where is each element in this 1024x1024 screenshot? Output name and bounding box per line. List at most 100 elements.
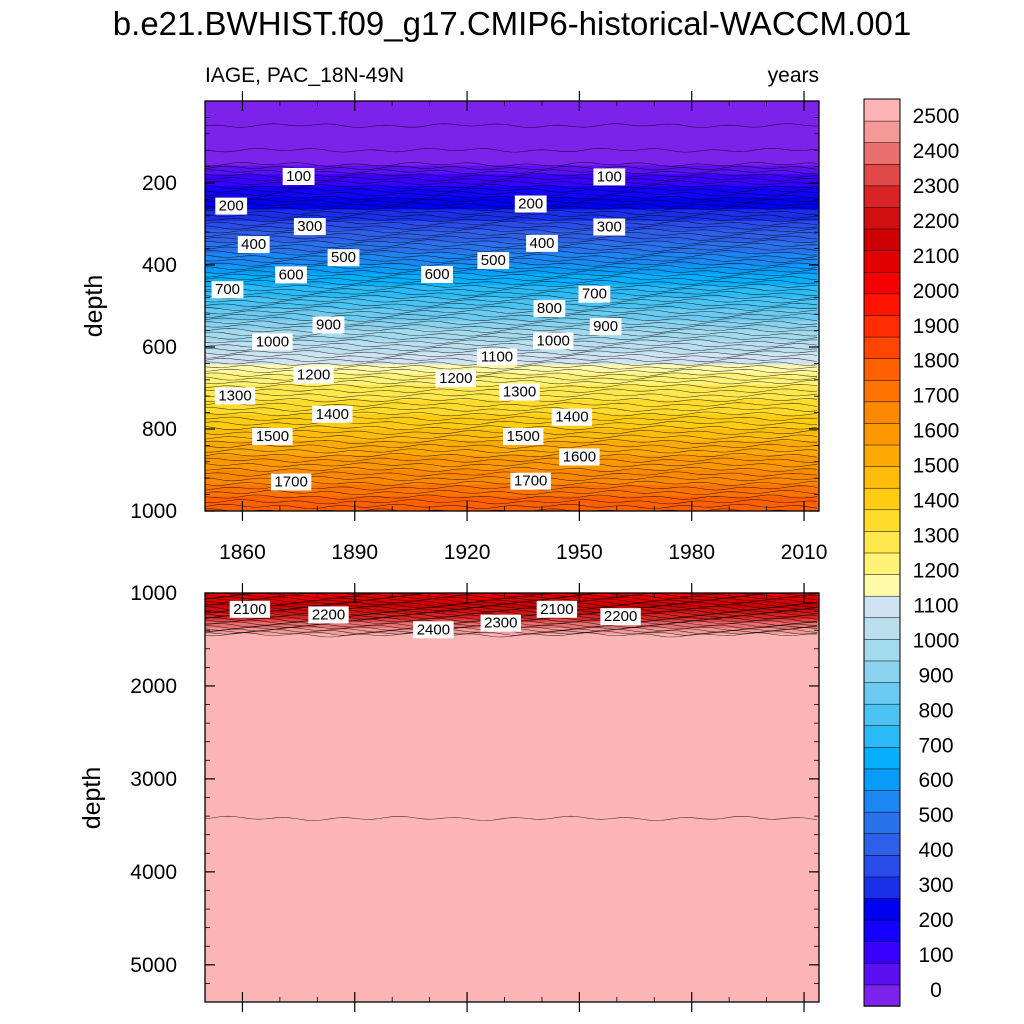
field-strip xyxy=(205,733,819,737)
field-strip xyxy=(205,663,819,667)
upper-ylabel: depth xyxy=(80,275,108,338)
field-strip xyxy=(205,800,819,805)
contour-label-text: 100 xyxy=(286,168,311,185)
field-strip xyxy=(205,297,819,301)
field-strip xyxy=(205,244,819,249)
colorbar-label: 1600 xyxy=(913,420,960,443)
field-strip xyxy=(205,955,819,959)
contour-line xyxy=(205,331,818,337)
field-strip xyxy=(205,826,819,831)
contour-line xyxy=(205,250,818,256)
field-strip xyxy=(205,112,819,117)
contour-line xyxy=(205,195,818,200)
field-strip xyxy=(205,191,819,196)
contour-line xyxy=(205,494,818,500)
field-strip xyxy=(205,364,819,369)
field-strip xyxy=(205,832,819,837)
contour-line xyxy=(205,287,818,293)
contour-line xyxy=(205,213,818,219)
contour-label: 200 xyxy=(215,197,248,215)
colorbar-label: 1900 xyxy=(913,315,960,338)
field-strip xyxy=(205,721,819,726)
x-tick-label: 1860 xyxy=(219,541,266,564)
contour-line xyxy=(205,148,818,153)
contour-label-text: 100 xyxy=(597,168,622,185)
field-strip xyxy=(205,841,819,846)
upper-axes: 200 400 600 800 1000 1860 1890 1920 1950 1980 2010 xyxy=(130,91,827,564)
field-strip xyxy=(205,651,819,656)
field-strip xyxy=(205,235,819,240)
contour-label: 1300 xyxy=(499,383,540,401)
contour-label: 2300 xyxy=(480,614,521,632)
x-tick-label: 2010 xyxy=(781,541,828,564)
contour-label: 400 xyxy=(526,234,558,252)
field-strip xyxy=(205,961,819,965)
contour-label: 300 xyxy=(593,218,626,236)
colorbar-label: 2500 xyxy=(913,105,960,128)
contour-line xyxy=(205,596,818,601)
field-strip xyxy=(205,911,819,916)
contour-label: 500 xyxy=(327,249,360,267)
field-strip xyxy=(205,308,819,313)
contour-label-text: 1000 xyxy=(256,333,289,350)
contour-line xyxy=(205,298,818,304)
contour-label: 1100 xyxy=(476,348,518,366)
field-strip xyxy=(205,288,819,293)
field-strip xyxy=(205,648,819,653)
field-strip xyxy=(205,864,819,869)
colorbar-box xyxy=(863,465,901,489)
field-strip xyxy=(205,999,819,1002)
colorbar-label: 1500 xyxy=(913,455,960,478)
contour-label: 600 xyxy=(275,266,307,284)
field-strip xyxy=(205,604,819,609)
y-tick-label: 1000 xyxy=(130,500,177,523)
field-strip xyxy=(205,188,819,193)
field-strip xyxy=(205,660,819,664)
field-strip xyxy=(205,902,819,907)
colorbar-label: 300 xyxy=(918,874,953,897)
colorbar-box xyxy=(863,141,901,165)
contour-label: 2200 xyxy=(600,608,641,626)
contour-line xyxy=(205,202,818,208)
contour-line xyxy=(205,402,818,407)
contour-label-text: 400 xyxy=(241,236,266,253)
field-strip xyxy=(205,683,819,688)
field-strip xyxy=(205,323,819,328)
colorbar-box xyxy=(863,293,901,316)
contour-line xyxy=(205,600,818,605)
field-strip xyxy=(205,788,819,793)
field-strip xyxy=(205,966,819,971)
contour-label-text: 1000 xyxy=(537,332,570,349)
field-strip xyxy=(205,326,819,331)
colorbar-label: 1700 xyxy=(913,385,960,408)
contour-label: 900 xyxy=(312,316,345,334)
contour-line xyxy=(205,503,818,509)
contour-line xyxy=(205,283,817,289)
field-strip xyxy=(205,847,819,851)
contour-line xyxy=(205,508,792,511)
field-strip xyxy=(205,279,819,284)
field-strip xyxy=(205,695,819,699)
colorbar-box xyxy=(863,336,901,359)
field-strip xyxy=(205,610,819,615)
contour-line xyxy=(205,457,818,463)
field-strip xyxy=(205,668,819,673)
x-tick-label: 1980 xyxy=(668,541,715,564)
field-strip xyxy=(205,139,819,143)
field-strip xyxy=(205,505,819,509)
contour-line xyxy=(205,420,818,426)
contour-label-text: 1500 xyxy=(256,428,289,445)
contour-line xyxy=(205,162,818,167)
colorbar-box xyxy=(863,314,901,338)
field-strip xyxy=(205,756,819,761)
field-strip xyxy=(205,698,819,702)
contour-label: 100 xyxy=(593,168,626,186)
field-strip xyxy=(205,689,819,694)
contour-label: 800 xyxy=(533,300,566,318)
field-strip xyxy=(205,136,819,140)
contour-line xyxy=(205,443,818,449)
contour-label-text: 2100 xyxy=(540,601,573,618)
field-strip xyxy=(205,987,819,992)
contour-label: 1200 xyxy=(293,366,334,384)
upper-plot-frame xyxy=(204,100,820,512)
